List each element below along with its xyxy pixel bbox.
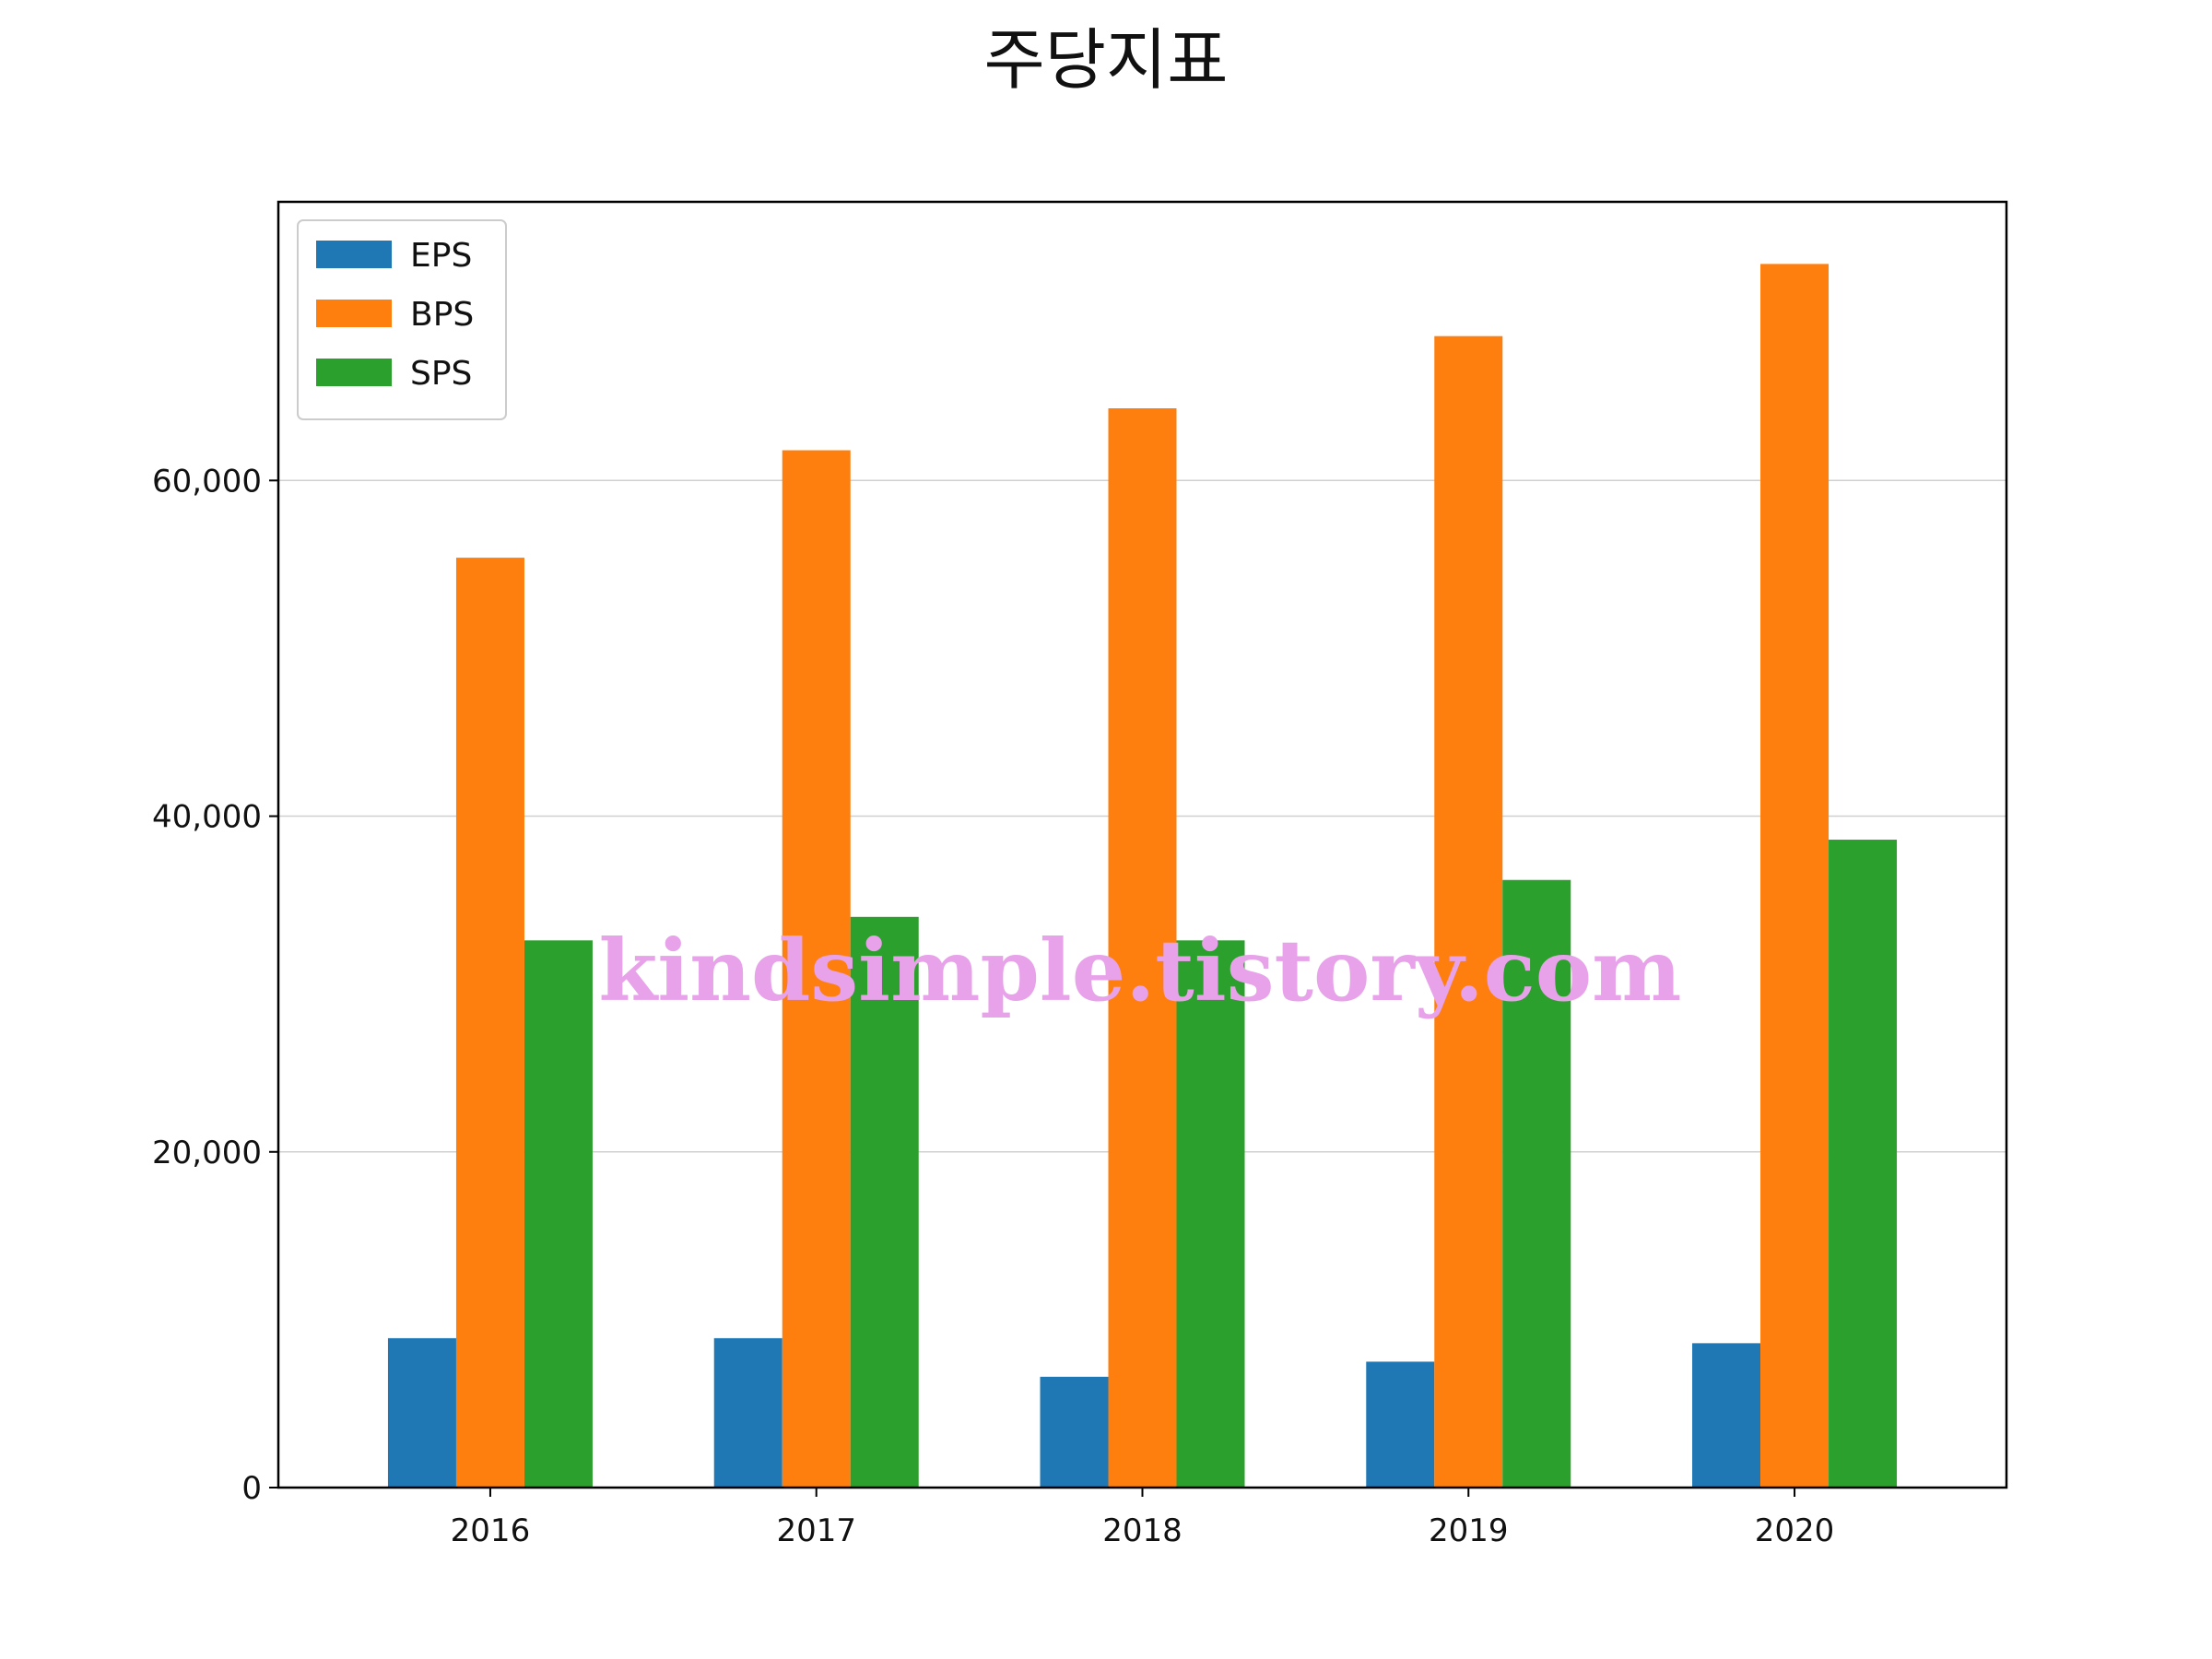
bar-eps-2020 — [1692, 1343, 1761, 1488]
bar-bps-2016 — [455, 558, 524, 1488]
x-tick-label: 2017 — [776, 1512, 856, 1549]
bar-sps-2017 — [850, 916, 919, 1488]
bar-sps-2018 — [1176, 940, 1245, 1488]
bar-eps-2016 — [387, 1337, 456, 1488]
axes-layer: 0 20,000 40,000 60,000 2016 2017 2018 2019 2020 — [152, 200, 2008, 1549]
bar-sps-2019 — [1502, 879, 1571, 1488]
y-tick-label: 0 — [241, 1470, 262, 1507]
bar-bps-2018 — [1108, 408, 1177, 1488]
x-tick-label: 2016 — [451, 1512, 531, 1549]
legend-label-eps: EPS — [410, 237, 472, 275]
bar-bps-2019 — [1434, 335, 1503, 1488]
y-tick-label: 20,000 — [152, 1135, 262, 1171]
x-tick-label: 2020 — [1755, 1512, 1835, 1549]
plot-frame — [276, 200, 2008, 1489]
bar-eps-2019 — [1366, 1361, 1435, 1488]
x-tick-label: 2018 — [1102, 1512, 1182, 1549]
legend-label-bps: BPS — [410, 296, 474, 334]
legend-swatch-sps — [316, 359, 392, 386]
bars-layer — [387, 264, 1898, 1488]
legend-label-sps: SPS — [410, 355, 472, 393]
legend-swatch-bps — [316, 300, 392, 327]
legend-swatch-eps — [316, 241, 392, 268]
bar-sps-2016 — [524, 940, 593, 1488]
bar-eps-2018 — [1040, 1376, 1109, 1488]
bar-sps-2020 — [1829, 840, 1898, 1488]
legend: EPS BPS SPS — [297, 219, 507, 420]
x-tick-label: 2019 — [1429, 1512, 1509, 1549]
y-tick-label: 40,000 — [152, 799, 262, 836]
watermark-text: kindsimple.tistory.com — [598, 921, 1681, 1020]
bar-eps-2017 — [713, 1337, 782, 1488]
chart-title: 주당지표 — [984, 21, 1229, 99]
bar-bps-2017 — [782, 450, 851, 1488]
bar-bps-2020 — [1760, 264, 1830, 1488]
y-tick-label: 60,000 — [152, 463, 262, 500]
